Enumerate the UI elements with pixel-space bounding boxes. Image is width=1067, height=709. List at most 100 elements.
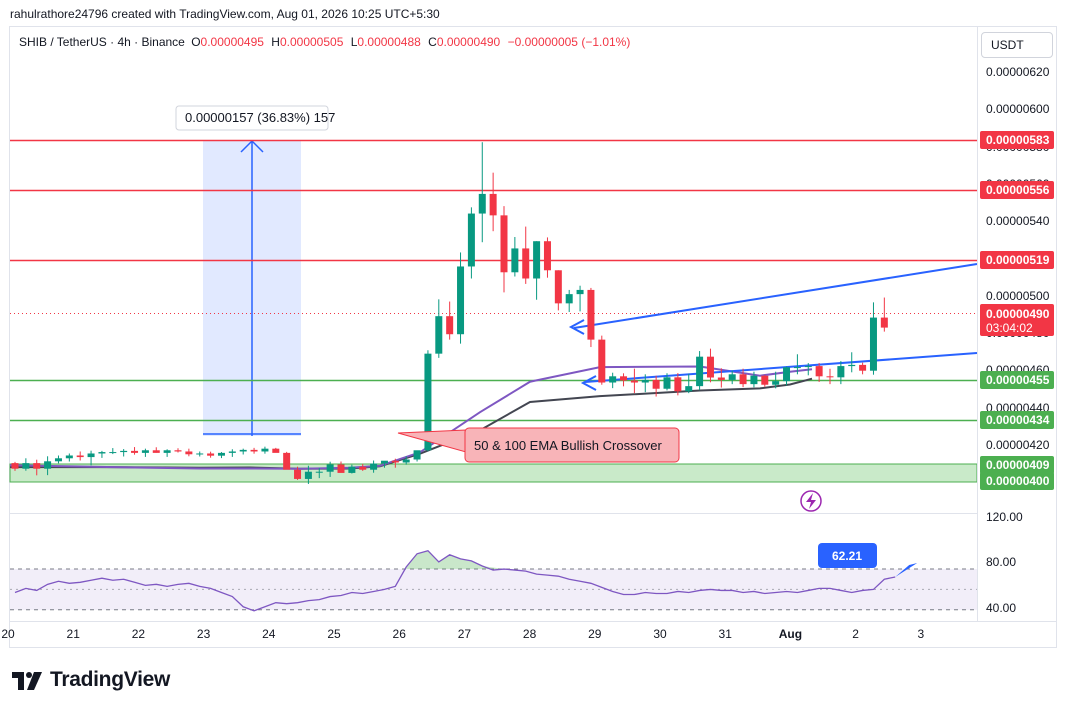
candle-body: [772, 381, 780, 385]
time-tick-label: Aug: [779, 627, 802, 641]
candle: [783, 366, 791, 386]
candle: [869, 302, 877, 375]
price-level-badge-label: 0.00000434: [986, 413, 1050, 427]
time-axis: 20 21 22 23 24 25 26 27 28 29 30 31 Aug 2 3: [1, 627, 924, 641]
bar-countdown-label: 03:04:02: [986, 321, 1033, 335]
candle-body: [228, 451, 236, 453]
candle-body: [652, 379, 660, 389]
candle-body: [348, 466, 356, 473]
candle: [272, 447, 280, 453]
candle-body: [98, 452, 106, 454]
upper-trendline: [573, 263, 978, 329]
currency-selector-button[interactable]: USDT: [981, 32, 1053, 58]
tradingview-logo[interactable]: TradingView: [12, 667, 170, 693]
candle-body: [54, 458, 62, 462]
candle-body: [22, 463, 30, 469]
candle-body: [413, 450, 421, 460]
rsi-value-label: 62.21: [832, 549, 862, 563]
candle-body: [739, 374, 747, 385]
legend-open-key: O: [191, 35, 201, 49]
candle-body: [815, 366, 823, 377]
candle: [22, 458, 30, 471]
candle: [44, 456, 52, 476]
lower-trendline: [584, 352, 978, 383]
candle-body: [435, 316, 443, 354]
price-tick-label: 0.00000500: [986, 289, 1050, 303]
tradingview-logo-text: TradingView: [50, 668, 171, 691]
candle-body: [337, 464, 345, 473]
candle: [804, 363, 812, 376]
time-tick-label: 26: [393, 627, 407, 641]
candle: [859, 362, 867, 375]
candle-body: [554, 270, 562, 304]
candle-body: [663, 377, 671, 389]
candle: [348, 464, 356, 474]
candle: [435, 299, 443, 358]
annotation-text: 50 & 100 EMA Bullish Crossover: [474, 438, 663, 453]
candle: [207, 451, 215, 458]
candle-body: [598, 339, 606, 383]
candle-body: [859, 364, 867, 371]
candle-body: [304, 471, 312, 479]
candle: [609, 372, 617, 389]
candle: [304, 465, 312, 484]
rsi-value-bubble: [818, 543, 877, 568]
candle-body: [576, 289, 584, 295]
candle: [120, 449, 128, 457]
candle: [152, 447, 160, 453]
candle-body: [500, 215, 508, 273]
last-price-badge: [980, 304, 1054, 336]
measure-tool-layer: 0.00000157 (36.83%) 157: [175, 105, 335, 436]
candle-body: [641, 379, 649, 383]
candle-body: [467, 213, 475, 267]
price-level-badge: [980, 131, 1054, 149]
candle: [174, 448, 182, 453]
candle: [598, 335, 606, 385]
price-tick-label: 0.00000600: [986, 102, 1050, 116]
rsi-tick-label: 40.00: [986, 601, 1016, 615]
price-level-badge: [980, 411, 1054, 429]
candle: [337, 461, 345, 473]
price-level-badge: [980, 251, 1054, 269]
candle: [761, 374, 769, 387]
candle: [33, 459, 41, 476]
candle: [11, 461, 19, 471]
candle: [54, 455, 62, 464]
candle: [315, 467, 323, 479]
legend-close-key: C: [428, 35, 437, 49]
price-level-badge-label: 0.00000556: [986, 183, 1050, 197]
candle-body: [837, 366, 845, 378]
measure-label-box: [175, 105, 329, 131]
candle: [522, 226, 530, 284]
candle: [380, 460, 388, 468]
tradingview-logo-icon: [12, 672, 42, 690]
candle: [717, 368, 725, 388]
candle-body: [446, 316, 454, 335]
time-tick-label: 28: [523, 627, 537, 641]
candle: [163, 449, 171, 457]
candle: [576, 285, 584, 312]
candle: [674, 373, 682, 396]
price-tick-label: 0.00000620: [986, 65, 1050, 79]
candle: [250, 447, 258, 454]
candle-body: [11, 463, 19, 469]
candle-body: [131, 450, 139, 453]
rsi-pane-layer: 62.21: [10, 27, 1057, 622]
candle-body: [294, 469, 302, 479]
candle-body: [315, 471, 323, 473]
candle-body: [87, 453, 95, 458]
candle-body: [609, 376, 617, 383]
candle-body: [543, 241, 551, 271]
candle: [533, 241, 541, 300]
candle: [641, 374, 649, 393]
candle: [65, 453, 73, 462]
candle-body: [261, 448, 269, 452]
last-price-label: 0.00000490: [986, 307, 1050, 321]
price-level-badge-label: 0.00000519: [986, 253, 1050, 267]
candle: [370, 460, 378, 473]
candle: [109, 448, 117, 455]
price-level-badge-label: 0.00000583: [986, 133, 1050, 147]
support-zone-badge: [980, 456, 1054, 474]
price-level-badge-label: 0.00000455: [986, 373, 1050, 387]
